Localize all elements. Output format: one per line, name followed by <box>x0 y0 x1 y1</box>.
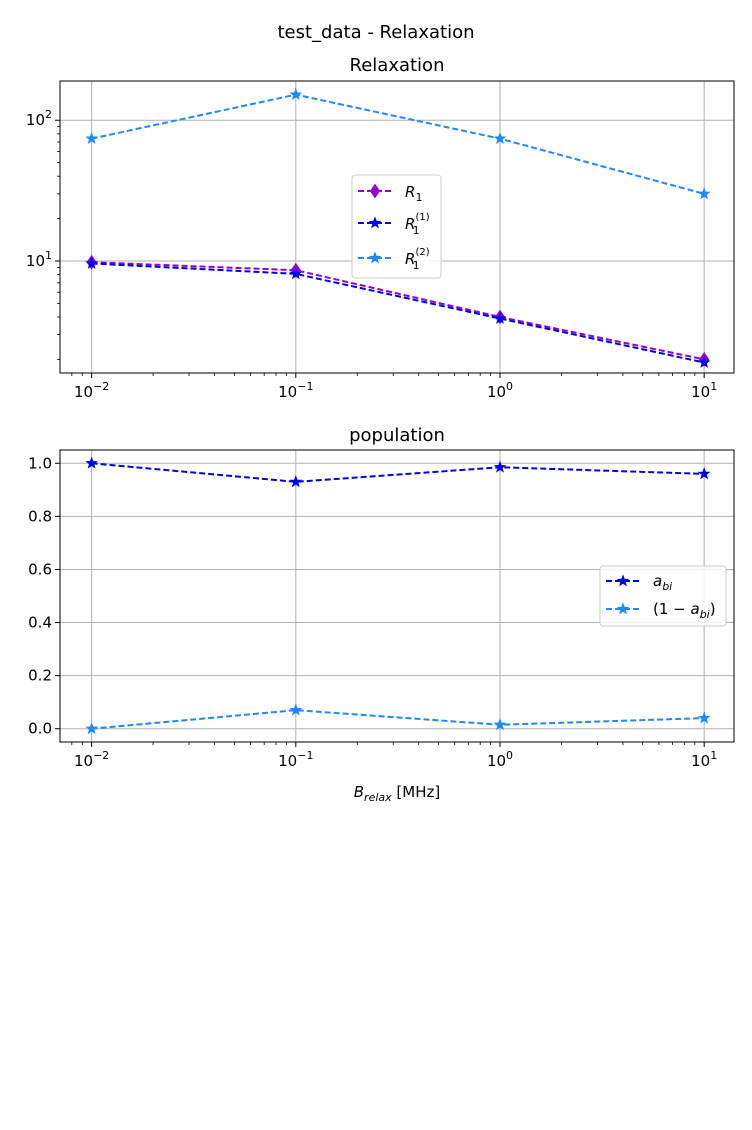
population-legend: abi (1 − abi) <box>599 565 727 627</box>
series-line-(1 - a_bi) <box>91 709 705 730</box>
legend-marker-a_bi <box>616 574 630 587</box>
legend-marker-R1(1) <box>368 216 382 229</box>
population-ticks: 10−2 10−1 100 101 0.0 0.2 0.4 0.6 0.8 1.0 <box>28 454 717 770</box>
legend-label-R1(1): R(1) 1 <box>405 212 430 237</box>
y-tick-label: 1.0 <box>28 454 52 472</box>
data-point-a_bi <box>697 467 711 480</box>
relaxation-plot-frame <box>59 80 735 374</box>
legend-marker-R1(2) <box>368 251 382 264</box>
series-line-a_bi <box>91 462 705 483</box>
legend-label-(1 - a_bi): (1 − abi) <box>653 600 716 621</box>
data-point-(1 - a_bi) <box>289 703 303 716</box>
data-point-(1 - a_bi) <box>85 722 98 735</box>
data-point-R1(2) <box>85 131 98 145</box>
population-series <box>85 456 711 735</box>
legend-box <box>599 565 727 627</box>
x-tick-label: 100 <box>487 749 513 770</box>
x-tick-label: 100 <box>487 380 513 401</box>
legend-label-a_bi: abi <box>653 572 672 593</box>
relaxation-ticks: 10−2 10−1 100 101 101 102 <box>26 108 717 401</box>
data-point-R1(2) <box>493 131 507 145</box>
legend-label-R1(2): R(2) 1 <box>405 247 430 272</box>
data-point-R1(1) <box>289 267 303 280</box>
data-point-R1(1) <box>493 311 507 324</box>
data-point-(1 - a_bi) <box>493 718 507 731</box>
population-x-axis-label: Brelax [MHz] <box>354 783 440 804</box>
data-point-a_bi <box>85 456 98 469</box>
x-tick-label: 101 <box>691 380 717 401</box>
y-tick-label: 0.8 <box>28 507 52 525</box>
data-point-a_bi <box>493 460 507 473</box>
legend-label-R1: R1 <box>405 183 422 204</box>
legend-marker-R1 <box>369 183 381 199</box>
y-tick-label: 0.4 <box>28 614 52 632</box>
y-tick-label: 0.2 <box>28 667 52 685</box>
data-point-(1 - a_bi) <box>697 711 711 724</box>
x-tick-label: 10−2 <box>74 749 109 770</box>
data-point-a_bi <box>289 475 303 488</box>
y-tick-label: 102 <box>26 108 52 129</box>
relaxation-legend: R1 R(1) 1 R(2) 1 <box>351 174 442 279</box>
population-title: population <box>349 425 445 446</box>
y-tick-label: 0.6 <box>28 560 52 578</box>
series-line-R1 <box>91 261 705 361</box>
x-tick-label: 10−2 <box>74 380 109 401</box>
legend-box <box>351 174 442 279</box>
data-point-R1(1) <box>85 256 98 269</box>
legend-marker-(1 - a_bi) <box>616 602 630 615</box>
relaxation-series <box>85 87 711 368</box>
x-tick-label: 101 <box>691 749 717 770</box>
population-chart: 10−2 10−1 100 101 0.0 0.2 0.4 0.6 0.8 1.0 populat… <box>28 425 735 804</box>
relaxation-title: Relaxation <box>350 55 445 76</box>
y-tick-label: 101 <box>26 249 52 270</box>
y-tick-label: 0.0 <box>28 720 52 738</box>
data-point-R1(1) <box>697 355 711 368</box>
series-line-R1(1) <box>91 262 705 364</box>
population-plot-frame <box>59 449 735 743</box>
x-tick-label: 10−1 <box>278 380 313 401</box>
x-tick-label: 10−1 <box>278 749 313 770</box>
data-point-R1(2) <box>289 87 303 101</box>
data-point-R1(2) <box>697 187 711 200</box>
figure-suptitle: test_data - Relaxation <box>277 22 474 43</box>
series-line-R1(2) <box>91 93 705 195</box>
